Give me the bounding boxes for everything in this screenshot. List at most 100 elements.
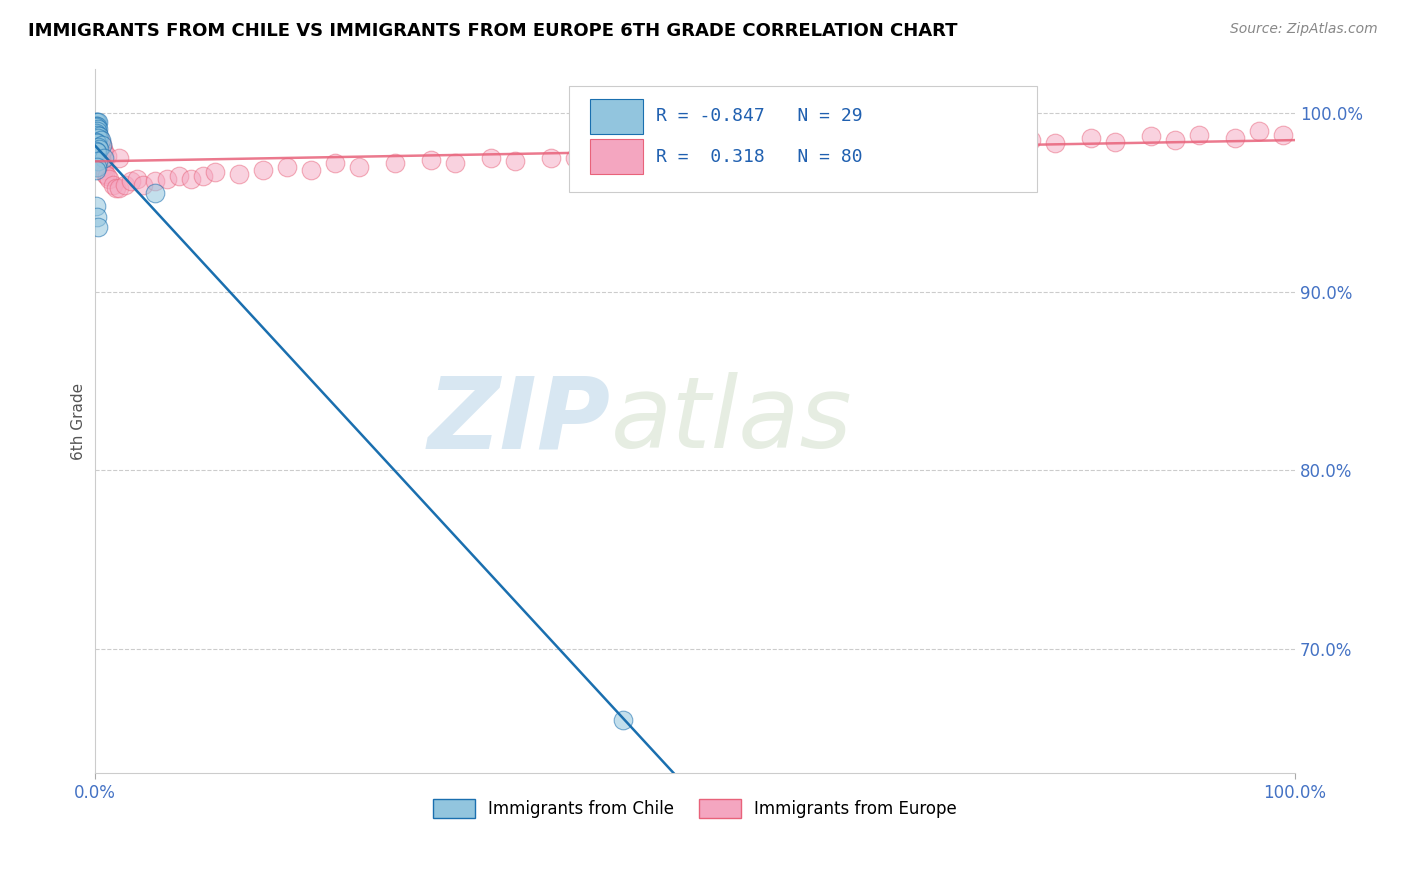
Point <box>89 149 111 163</box>
Point <box>87 142 110 156</box>
Point <box>84 199 107 213</box>
Point <box>96 169 118 183</box>
Point <box>900 142 922 156</box>
Point <box>540 151 562 165</box>
Text: IMMIGRANTS FROM CHILE VS IMMIGRANTS FROM EUROPE 6TH GRADE CORRELATION CHART: IMMIGRANTS FROM CHILE VS IMMIGRANTS FROM… <box>28 22 957 40</box>
Point <box>90 135 112 149</box>
Point <box>90 138 112 153</box>
Point <box>86 124 108 138</box>
Point <box>155 172 177 186</box>
Point <box>86 115 108 129</box>
Point <box>1223 131 1246 145</box>
Point <box>90 156 112 170</box>
Point <box>86 140 108 154</box>
Point <box>84 119 107 133</box>
Point <box>90 151 112 165</box>
Legend: Immigrants from Chile, Immigrants from Europe: Immigrants from Chile, Immigrants from E… <box>426 792 963 825</box>
Point <box>114 178 136 192</box>
Point <box>86 133 108 147</box>
Point <box>623 151 645 165</box>
Point <box>107 181 129 195</box>
Point <box>1188 128 1211 142</box>
Point <box>87 140 110 154</box>
Point <box>86 145 108 160</box>
Point <box>828 142 851 156</box>
FancyBboxPatch shape <box>591 99 643 134</box>
Point <box>204 165 226 179</box>
Point <box>101 178 124 192</box>
Point <box>191 169 214 183</box>
Point <box>98 172 121 186</box>
Point <box>228 167 250 181</box>
Point <box>93 145 115 160</box>
Point <box>120 174 142 188</box>
Point <box>84 120 107 135</box>
Point <box>804 145 827 160</box>
Point <box>1140 129 1163 144</box>
Text: Source: ZipAtlas.com: Source: ZipAtlas.com <box>1230 22 1378 37</box>
Point <box>125 172 148 186</box>
Text: atlas: atlas <box>610 373 852 469</box>
Point <box>84 115 107 129</box>
Point <box>960 140 983 154</box>
Point <box>612 713 634 727</box>
Point <box>323 156 346 170</box>
Point <box>779 142 801 156</box>
Point <box>924 136 946 151</box>
Point <box>276 160 298 174</box>
Point <box>1043 136 1066 151</box>
Point <box>87 128 110 142</box>
Point <box>84 144 107 158</box>
Point <box>94 167 117 181</box>
Point <box>84 126 107 140</box>
Point <box>1019 133 1042 147</box>
Point <box>90 154 112 169</box>
Text: ZIP: ZIP <box>427 373 610 469</box>
Point <box>167 169 190 183</box>
Point <box>479 151 502 165</box>
Point <box>90 138 112 153</box>
Point <box>96 149 118 163</box>
Point <box>252 163 274 178</box>
Point <box>84 120 107 135</box>
Point <box>1104 135 1126 149</box>
Point <box>564 151 586 165</box>
Point <box>347 160 370 174</box>
Point <box>659 145 682 160</box>
Point <box>90 133 112 147</box>
Point <box>93 163 115 178</box>
Point <box>1080 131 1102 145</box>
Point <box>105 181 128 195</box>
Point <box>86 136 108 151</box>
Text: R =  0.318   N = 80: R = 0.318 N = 80 <box>657 148 863 166</box>
Point <box>87 115 110 129</box>
Point <box>143 186 166 201</box>
Point <box>744 147 766 161</box>
Point <box>91 160 114 174</box>
Point <box>299 163 322 178</box>
Point <box>86 119 108 133</box>
Point <box>87 138 110 153</box>
FancyBboxPatch shape <box>591 139 643 174</box>
Point <box>89 129 111 144</box>
Point <box>93 151 115 165</box>
Y-axis label: 6th Grade: 6th Grade <box>72 383 86 459</box>
Point <box>84 135 107 149</box>
Point <box>86 136 108 151</box>
Point <box>143 174 166 188</box>
Point <box>86 128 108 142</box>
Point <box>87 122 110 136</box>
Point <box>180 172 202 186</box>
Point <box>1247 124 1270 138</box>
Point <box>86 210 108 224</box>
Point <box>89 142 111 156</box>
Point <box>86 124 108 138</box>
Point <box>91 142 114 156</box>
Point <box>87 154 110 169</box>
Point <box>384 156 406 170</box>
Point <box>683 147 706 161</box>
FancyBboxPatch shape <box>569 87 1036 192</box>
Point <box>84 163 107 178</box>
Point <box>131 178 153 192</box>
Point <box>503 154 526 169</box>
